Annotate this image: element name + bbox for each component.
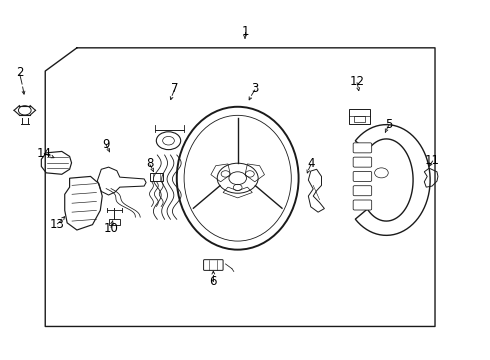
Text: 5: 5 — [385, 118, 392, 131]
Text: 6: 6 — [210, 275, 217, 288]
Text: 13: 13 — [50, 218, 65, 231]
FancyBboxPatch shape — [203, 260, 223, 270]
Text: 9: 9 — [102, 138, 110, 151]
FancyBboxPatch shape — [353, 200, 372, 210]
FancyBboxPatch shape — [149, 173, 163, 181]
FancyBboxPatch shape — [353, 143, 372, 153]
Text: 1: 1 — [241, 25, 249, 38]
Text: 4: 4 — [307, 157, 315, 170]
Text: 3: 3 — [251, 82, 258, 95]
Text: 8: 8 — [147, 157, 154, 170]
FancyBboxPatch shape — [109, 219, 120, 225]
Text: 7: 7 — [171, 82, 178, 95]
Text: 2: 2 — [16, 66, 24, 79]
FancyBboxPatch shape — [353, 171, 372, 181]
FancyBboxPatch shape — [353, 186, 372, 196]
Text: 10: 10 — [103, 222, 119, 235]
FancyBboxPatch shape — [349, 109, 370, 124]
Text: 14: 14 — [37, 147, 52, 160]
FancyBboxPatch shape — [354, 116, 366, 122]
Text: 11: 11 — [425, 154, 440, 167]
Text: 12: 12 — [349, 75, 365, 88]
FancyBboxPatch shape — [353, 157, 372, 167]
